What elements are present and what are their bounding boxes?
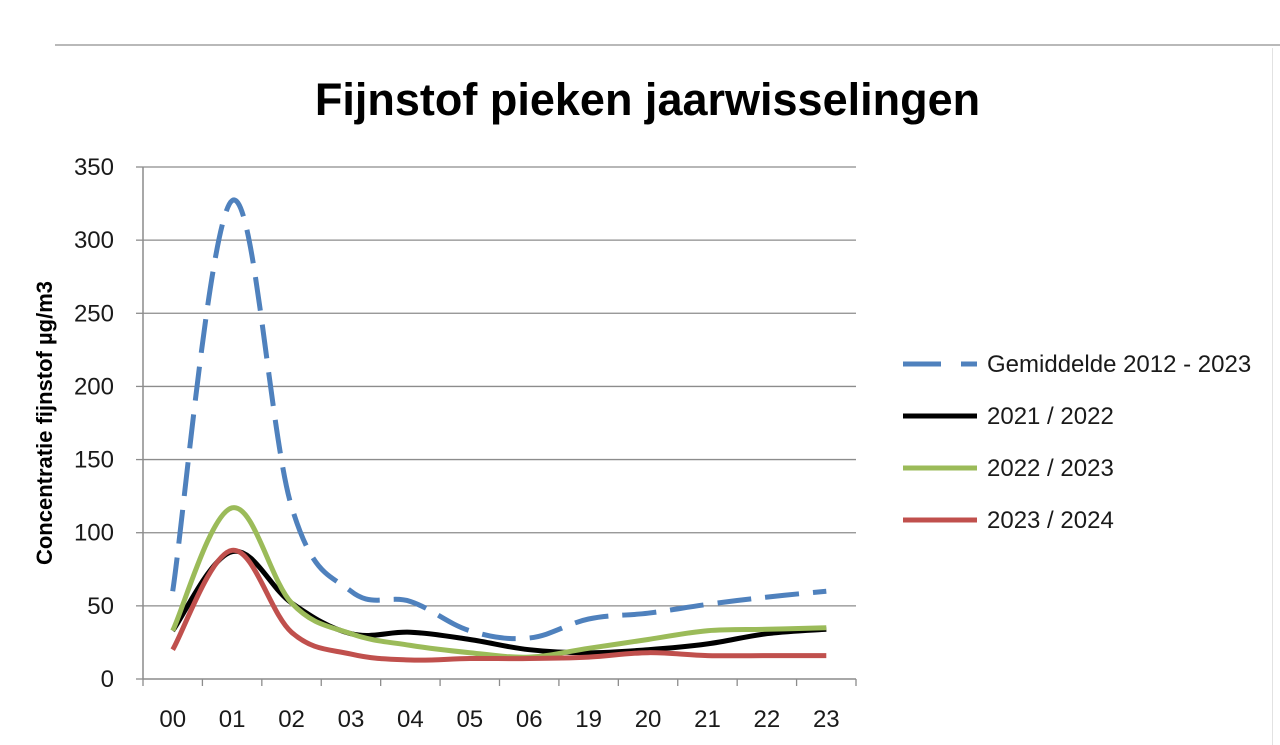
y-tick-label: 350 [74,154,114,181]
x-tick-label: 00 [159,706,186,733]
legend-label-2021-2022: 2021 / 2022 [987,403,1114,430]
axis-layer: 0 50 100 150 200 250 300 350 00 01 02 03 04 05 06 19 20 2… [74,154,857,733]
series-line-2022-2023 [170,505,827,660]
x-tick-label: 05 [456,706,483,733]
y-tick-label: 200 [74,373,114,400]
grid-layer [143,166,856,607]
x-tick-label: 02 [278,706,305,733]
legend-label-2023-2024: 2023 / 2024 [987,507,1114,534]
y-tick-label: 300 [74,227,114,254]
x-tick-label: 19 [575,706,602,733]
series-layer [170,197,827,663]
x-tick-label: 20 [635,706,662,733]
x-tick-label: 04 [397,706,424,733]
y-tick-label: 0 [101,666,114,693]
series-line-2023-2024 [170,547,827,663]
x-tick-label: 01 [219,706,246,733]
y-tick-label: 100 [74,520,114,547]
x-tick-label: 06 [516,706,543,733]
y-axis-label: Concentratie fijnstof µg/m3 [32,281,57,565]
legend-label-gemiddelde-2012-2023: Gemiddelde 2012 - 2023 [987,351,1251,378]
x-tick-label: 23 [813,706,840,733]
y-tick-label: 150 [74,447,114,474]
series-line-2021-2022 [170,549,827,656]
legend-label-2022-2023: 2022 / 2023 [987,455,1114,482]
right-divider [1272,48,1273,745]
y-tick-label: 50 [87,593,114,620]
series-line-gemiddelde-2012-2023 [170,197,827,642]
x-tick-label: 03 [338,706,365,733]
chart-title: Fijnstof pieken jaarwisselingen [314,74,981,125]
top-divider [55,44,1280,46]
y-tick-label: 250 [74,300,114,327]
x-tick-label: 22 [754,706,781,733]
legend: Gemiddelde 2012 - 2023 2021 / 2022 2022 / … [903,351,1251,534]
x-tick-label: 21 [694,706,721,733]
